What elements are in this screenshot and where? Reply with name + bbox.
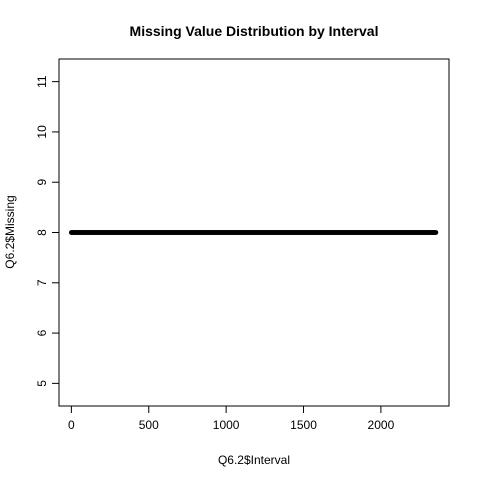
- data-points: [68, 230, 439, 235]
- y-tick-label: 6: [35, 329, 49, 336]
- x-tick-label: 1000: [213, 418, 240, 432]
- y-tick-label: 7: [35, 279, 49, 286]
- y-tick-label: 9: [35, 179, 49, 186]
- y-axis: 5 6 7 8 9 10 11: [35, 75, 60, 387]
- y-tick-label: 5: [35, 380, 49, 387]
- x-tick-label: 2000: [368, 418, 395, 432]
- chart-title: Missing Value Distribution by Interval: [130, 23, 379, 39]
- y-tick-label: 10: [35, 125, 49, 139]
- y-axis-label: Q6.2$Missing: [3, 195, 17, 268]
- x-tick-label: 1500: [290, 418, 317, 432]
- x-tick-label: 0: [68, 418, 75, 432]
- data-point: [433, 230, 439, 235]
- y-tick-label: 8: [35, 229, 49, 236]
- x-axis: 0 500 1000 1500 2000: [68, 405, 395, 432]
- y-tick-label: 11: [35, 75, 49, 88]
- x-axis-label: Q6.2$Interval: [218, 453, 290, 467]
- x-tick-label: 500: [139, 418, 159, 432]
